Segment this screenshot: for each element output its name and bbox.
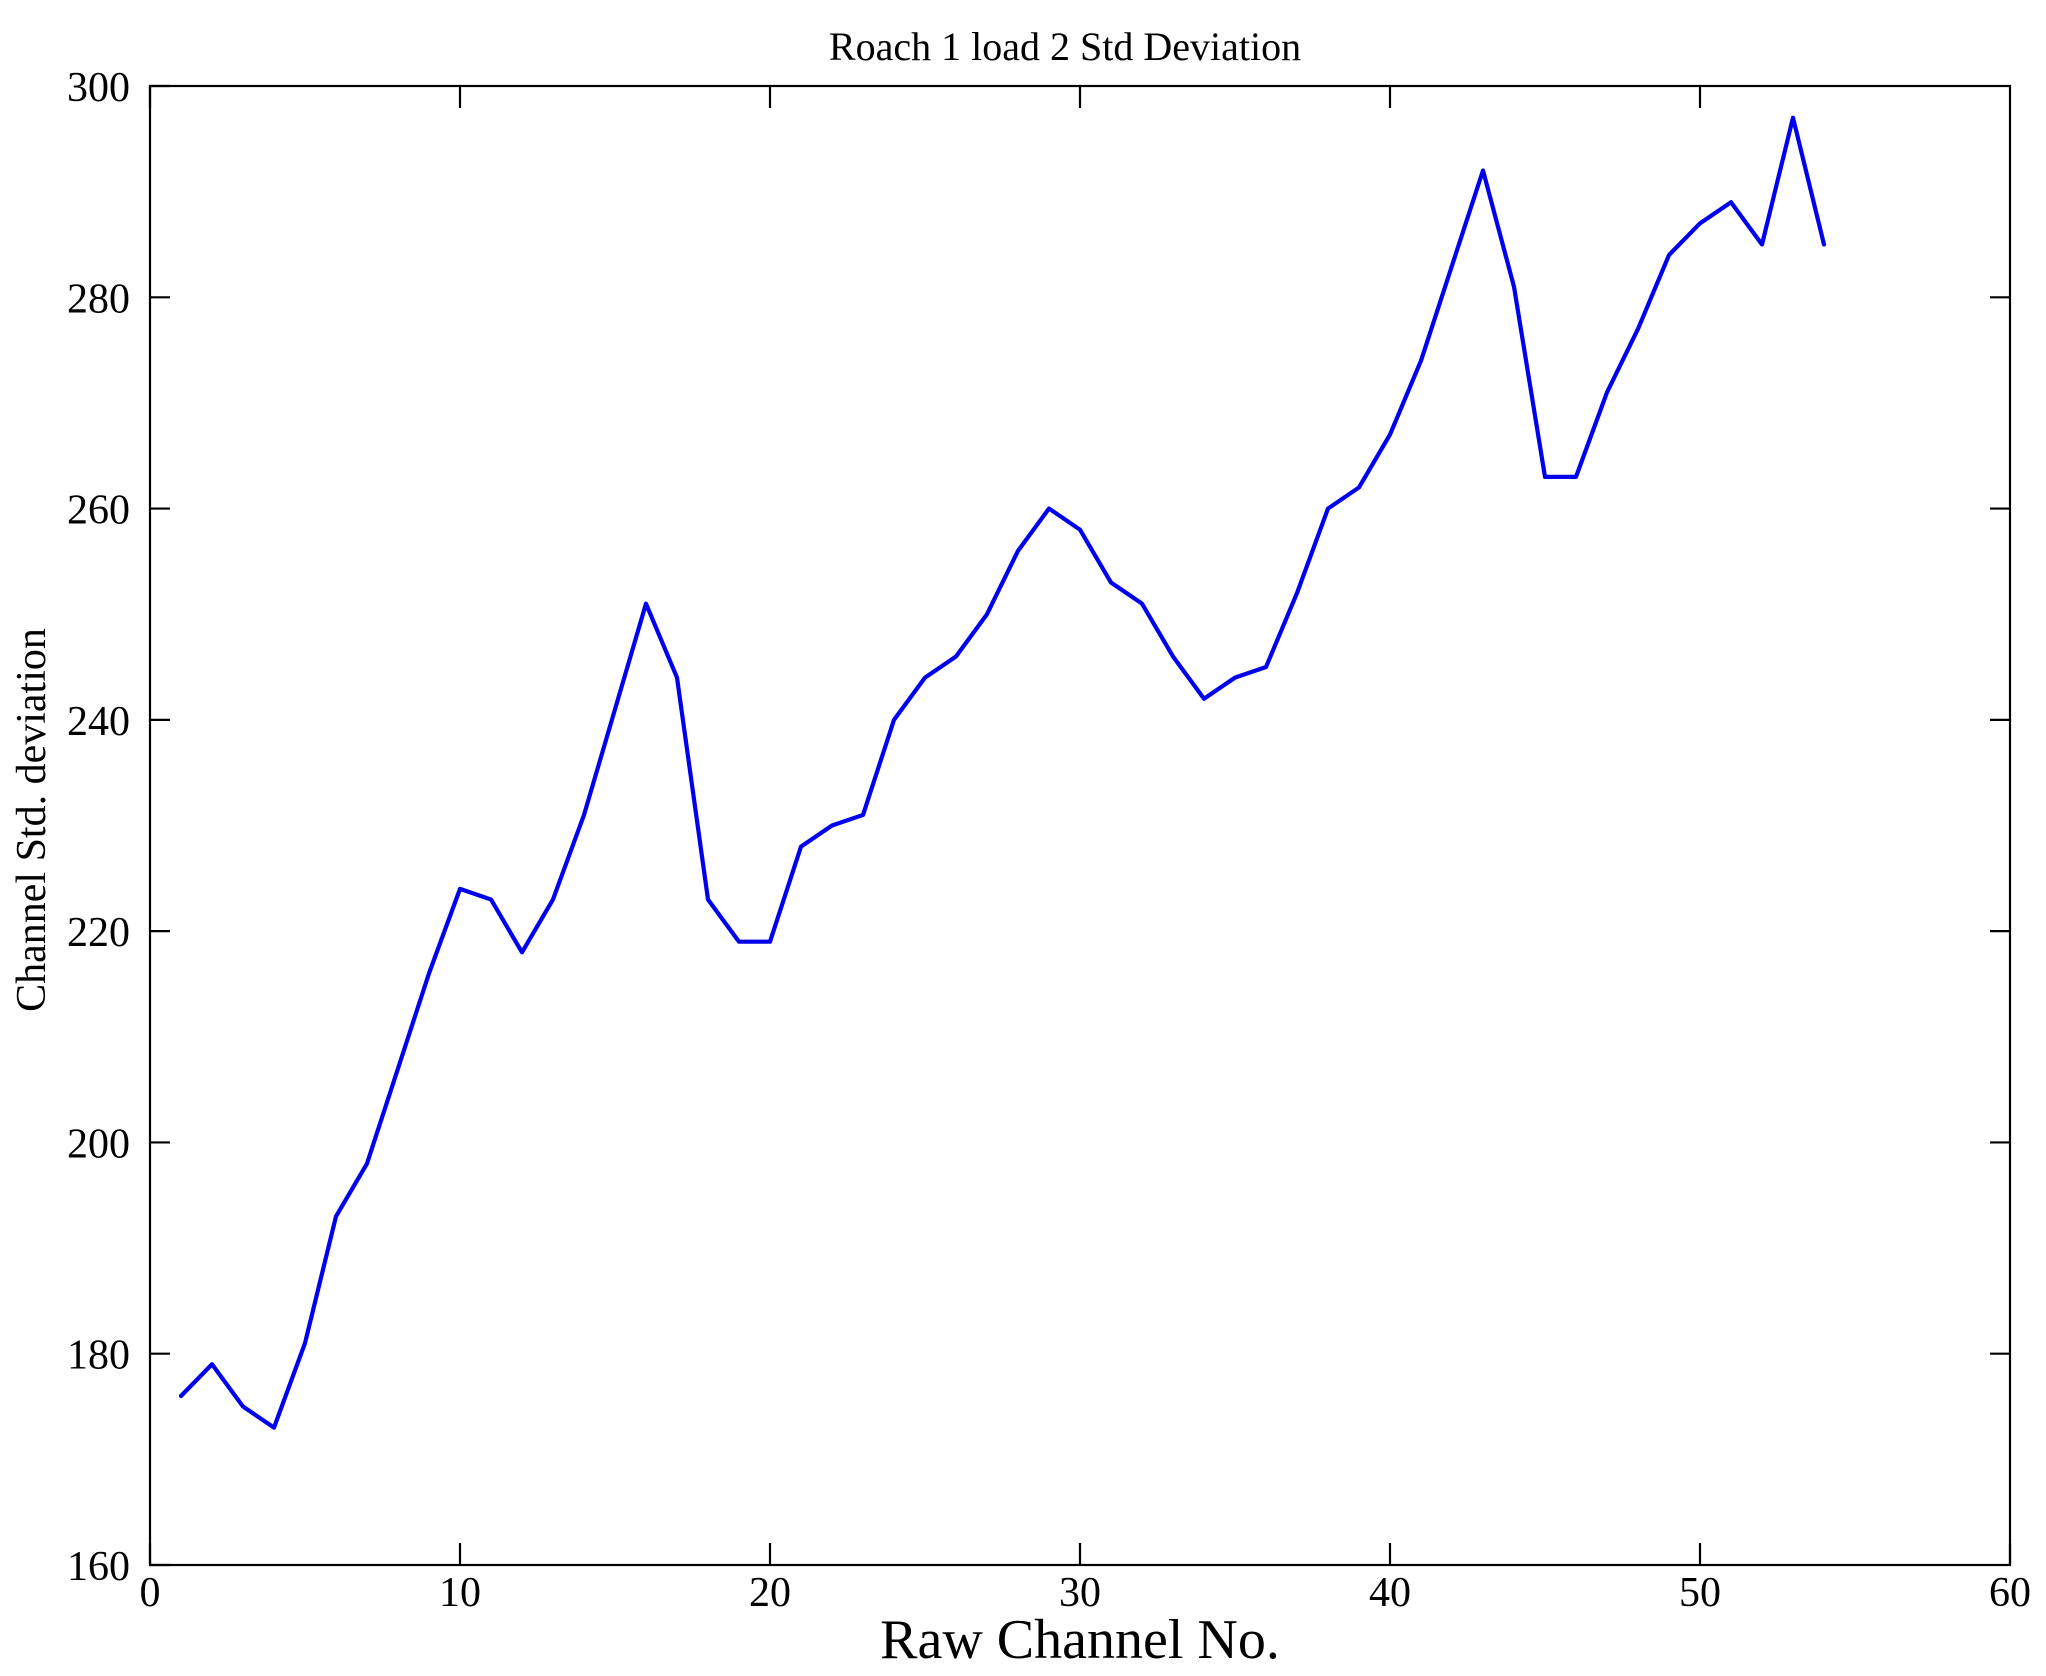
svg-text:10: 10 [439,1570,481,1616]
svg-text:300: 300 [67,65,130,111]
svg-text:50: 50 [1679,1570,1721,1616]
svg-text:Roach 1 load 2 Std Deviation: Roach 1 load 2 Std Deviation [829,24,1301,69]
svg-text:280: 280 [67,276,130,322]
svg-text:160: 160 [67,1544,130,1590]
svg-text:0: 0 [140,1570,161,1616]
svg-text:180: 180 [67,1333,130,1379]
svg-text:260: 260 [67,488,130,534]
svg-text:60: 60 [1989,1570,2031,1616]
svg-text:40: 40 [1369,1570,1411,1616]
svg-text:200: 200 [67,1121,130,1167]
svg-text:Raw Channel No.: Raw Channel No. [880,1609,1280,1671]
svg-text:220: 220 [67,910,130,956]
svg-text:Channel Std. deviation: Channel Std. deviation [9,628,55,1012]
svg-text:20: 20 [749,1570,791,1616]
svg-text:240: 240 [67,699,130,745]
